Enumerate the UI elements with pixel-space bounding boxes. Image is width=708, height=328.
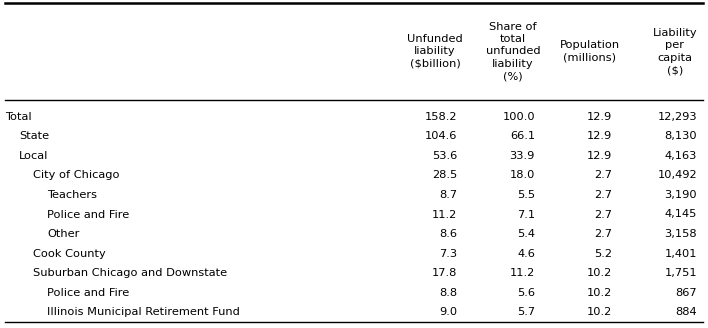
- Text: Police and Fire: Police and Fire: [47, 288, 130, 298]
- Text: 8.8: 8.8: [439, 288, 457, 298]
- Text: Cook County: Cook County: [33, 249, 105, 258]
- Text: 5.4: 5.4: [517, 229, 535, 239]
- Text: 10.2: 10.2: [587, 268, 612, 278]
- Text: Total: Total: [5, 112, 32, 122]
- Text: 104.6: 104.6: [425, 131, 457, 141]
- Text: Share of
total
unfunded
liability
(%): Share of total unfunded liability (%): [486, 22, 540, 81]
- Text: Population
(millions): Population (millions): [560, 40, 620, 63]
- Text: 2.7: 2.7: [594, 229, 612, 239]
- Text: 1,401: 1,401: [665, 249, 697, 258]
- Text: 4,163: 4,163: [665, 151, 697, 161]
- Text: 158.2: 158.2: [425, 112, 457, 122]
- Text: 2.7: 2.7: [594, 210, 612, 219]
- Text: 53.6: 53.6: [432, 151, 457, 161]
- Text: Liability
per
capita
($): Liability per capita ($): [653, 28, 697, 75]
- Text: 8.7: 8.7: [439, 190, 457, 200]
- Text: Teachers: Teachers: [47, 190, 97, 200]
- Text: 5.6: 5.6: [517, 288, 535, 298]
- Text: 12.9: 12.9: [587, 112, 612, 122]
- Text: 17.8: 17.8: [432, 268, 457, 278]
- Text: 12.9: 12.9: [587, 131, 612, 141]
- Text: 2.7: 2.7: [594, 171, 612, 180]
- Text: 5.5: 5.5: [517, 190, 535, 200]
- Text: 884: 884: [675, 307, 697, 317]
- Text: 10.2: 10.2: [587, 288, 612, 298]
- Text: 12,293: 12,293: [657, 112, 697, 122]
- Text: 28.5: 28.5: [432, 171, 457, 180]
- Text: Local: Local: [19, 151, 48, 161]
- Text: 8,130: 8,130: [664, 131, 697, 141]
- Text: 5.7: 5.7: [517, 307, 535, 317]
- Text: Other: Other: [47, 229, 79, 239]
- Text: Illinois Municipal Retirement Fund: Illinois Municipal Retirement Fund: [47, 307, 240, 317]
- Text: City of Chicago: City of Chicago: [33, 171, 120, 180]
- Text: 3,158: 3,158: [664, 229, 697, 239]
- Text: 3,190: 3,190: [664, 190, 697, 200]
- Text: Unfunded
liability
($billion): Unfunded liability ($billion): [407, 34, 463, 69]
- Text: 5.2: 5.2: [594, 249, 612, 258]
- Text: Suburban Chicago and Downstate: Suburban Chicago and Downstate: [33, 268, 227, 278]
- Text: 8.6: 8.6: [439, 229, 457, 239]
- Text: 66.1: 66.1: [510, 131, 535, 141]
- Text: 33.9: 33.9: [510, 151, 535, 161]
- Text: 867: 867: [675, 288, 697, 298]
- Text: 4.6: 4.6: [517, 249, 535, 258]
- Text: 12.9: 12.9: [587, 151, 612, 161]
- Text: 2.7: 2.7: [594, 190, 612, 200]
- Text: 11.2: 11.2: [510, 268, 535, 278]
- Text: 4,145: 4,145: [665, 210, 697, 219]
- Text: 1,751: 1,751: [664, 268, 697, 278]
- Text: 11.2: 11.2: [432, 210, 457, 219]
- Text: 18.0: 18.0: [510, 171, 535, 180]
- Text: 9.0: 9.0: [439, 307, 457, 317]
- Text: 100.0: 100.0: [503, 112, 535, 122]
- Text: 10.2: 10.2: [587, 307, 612, 317]
- Text: State: State: [19, 131, 49, 141]
- Text: 10,492: 10,492: [657, 171, 697, 180]
- Text: 7.3: 7.3: [439, 249, 457, 258]
- Text: 7.1: 7.1: [517, 210, 535, 219]
- Text: Police and Fire: Police and Fire: [47, 210, 130, 219]
